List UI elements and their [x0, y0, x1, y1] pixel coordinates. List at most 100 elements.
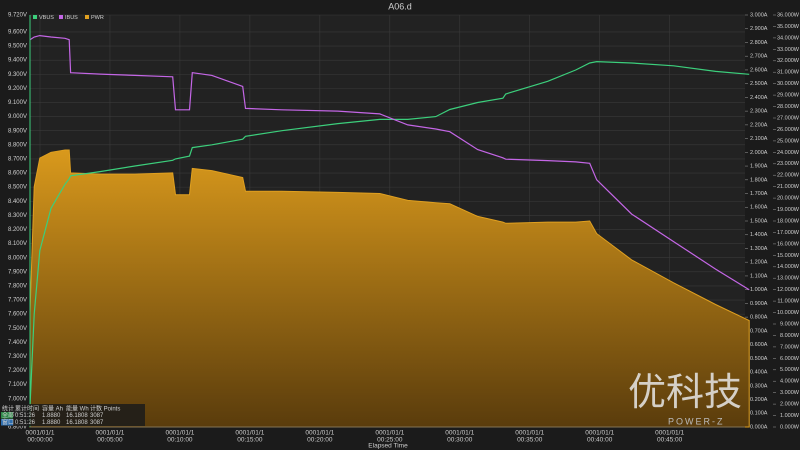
x-tick-label: 00:45:00 — [657, 437, 683, 444]
y-tick-label: 7.100V — [8, 382, 27, 388]
y2-tick-label: 1.000A — [750, 287, 768, 293]
y3-tick-label: 0.000W — [780, 424, 800, 430]
x-tick-date: 0001/01/1 — [305, 430, 334, 437]
y-tick-label: 6.800V — [8, 425, 27, 431]
y2-tick-label: 0.000A — [750, 424, 768, 430]
y3-tick-label: 28.000W — [777, 104, 800, 110]
x-tick-label: 00:25:00 — [377, 437, 403, 444]
x-tick-label: 00:05:00 — [97, 437, 123, 444]
y2-tick-label: 2.500A — [750, 81, 768, 87]
stats-header: 能量 Wh — [66, 405, 89, 413]
y-tick-label: 7.600V — [8, 312, 27, 318]
y2-tick-label: 2.400A — [750, 95, 768, 101]
y3-tick-label: 15.000W — [777, 253, 800, 259]
x-axis-title: Elapsed Time — [368, 443, 408, 450]
series-line — [29, 34, 750, 291]
y3-tick-label: 8.000W — [780, 333, 800, 339]
stats-header: 容量 Ah — [42, 405, 63, 413]
y-tick-label: 9.200V — [8, 86, 27, 92]
x-tick-label: 00:00:00 — [27, 437, 53, 444]
stats-cell: 窗口 — [2, 418, 14, 426]
stats-row-tag — [1, 412, 13, 419]
y-tick-label: 8.700V — [8, 156, 27, 162]
y3-tick-label: 26.000W — [777, 127, 800, 133]
y3-tick-label: 20.000W — [777, 196, 800, 202]
y3-tick-label: 4.000W — [780, 379, 800, 385]
y-tick-label: 7.900V — [8, 269, 27, 275]
stats-cell: 16.1808 — [66, 413, 88, 419]
y2-tick-label: 0.900A — [750, 301, 768, 307]
y2-tick-label: 1.900A — [750, 164, 768, 170]
y3-tick-label: 21.000W — [777, 184, 800, 190]
y3-tick-label: 36.000W — [777, 12, 800, 18]
y-tick-label: 8.200V — [8, 227, 27, 233]
y2-tick-label: 0.700A — [750, 328, 768, 334]
series-line — [29, 60, 750, 406]
y3-tick-label: 27.000W — [777, 115, 800, 121]
y-tick-label: 8.800V — [8, 142, 27, 148]
y3-tick-label: 24.000W — [777, 150, 800, 156]
x-tick-label: 00:30:00 — [447, 437, 473, 444]
stats-cell: 1.8880 — [42, 413, 61, 419]
chart-title: A06.d — [388, 1, 412, 11]
y2-tick-label: 2.000A — [750, 150, 768, 156]
y-tick-label: 7.800V — [8, 283, 27, 289]
y2-tick-label: 1.400A — [750, 232, 768, 238]
y-tick-label: 7.000V — [8, 396, 27, 402]
y3-tick-label: 14.000W — [777, 264, 800, 270]
stats-cell: 16.1808 — [66, 420, 88, 426]
y2-tick-label: 1.800A — [750, 177, 768, 183]
stats-cell: 1.8880 — [42, 420, 61, 426]
y3-tick-label: 31.000W — [777, 70, 800, 76]
y-tick-label: 7.400V — [8, 340, 27, 346]
y3-tick-label: 13.000W — [777, 276, 800, 282]
y-tick-label: 8.100V — [8, 241, 27, 247]
stats-cell: 0:51:26 — [15, 413, 36, 419]
y2-tick-label: 1.200A — [750, 260, 768, 266]
y-tick-label: 9.500V — [8, 44, 27, 50]
y3-tick-label: 23.000W — [777, 161, 800, 167]
x-tick-label: 00:35:00 — [517, 437, 543, 444]
y2-tick-label: 0.800A — [750, 315, 768, 321]
legend-label: PWR — [91, 15, 104, 21]
y-tick-label: 8.000V — [8, 255, 27, 261]
y3-tick-label: 30.000W — [777, 81, 800, 87]
x-tick-date: 0001/01/1 — [95, 430, 124, 437]
y2-tick-label: 0.600A — [750, 342, 768, 348]
x-tick-date: 0001/01/1 — [515, 430, 544, 437]
y-tick-label: 9.720V — [8, 13, 27, 19]
legend-swatch — [85, 15, 89, 19]
y3-tick-label: 12.000W — [777, 287, 800, 293]
y-tick-label: 9.000V — [8, 114, 27, 120]
series-area — [29, 149, 750, 428]
y2-tick-label: 1.600A — [750, 205, 768, 211]
y2-tick-label: 0.100A — [750, 411, 768, 417]
y2-tick-label: 0.200A — [750, 397, 768, 403]
legend-label: IBUS — [65, 15, 78, 21]
y2-tick-label: 3.000A — [750, 12, 768, 18]
x-tick-date: 0001/01/1 — [235, 430, 264, 437]
y-tick-label: 8.600V — [8, 171, 27, 177]
watermark: 优科技 — [628, 372, 742, 414]
y3-tick-label: 25.000W — [777, 138, 800, 144]
y-tick-label: 7.200V — [8, 368, 27, 374]
y-tick-label: 8.900V — [8, 128, 27, 134]
y2-tick-label: 1.100A — [750, 273, 768, 279]
y-tick-label: 7.700V — [8, 298, 27, 304]
x-tick-label: 00:40:00 — [587, 437, 613, 444]
y3-tick-label: 5.000W — [780, 367, 800, 373]
y3-tick-label: 3.000W — [780, 390, 800, 396]
stats-cell: 0:51:26 — [15, 420, 36, 426]
y2-tick-label: 0.500A — [750, 356, 768, 362]
x-tick-label: 00:15:00 — [237, 437, 263, 444]
y-tick-label: 9.100V — [8, 100, 27, 106]
stats-header: 统计 — [2, 405, 14, 413]
y3-tick-label: 19.000W — [777, 207, 800, 213]
y2-tick-label: 1.500A — [750, 218, 768, 224]
x-tick-label: 00:10:00 — [167, 437, 193, 444]
y-tick-label: 8.400V — [8, 199, 27, 205]
y2-tick-label: 1.700A — [750, 191, 768, 197]
y3-tick-label: 11.000W — [777, 299, 799, 305]
y2-tick-label: 2.700A — [750, 54, 768, 60]
